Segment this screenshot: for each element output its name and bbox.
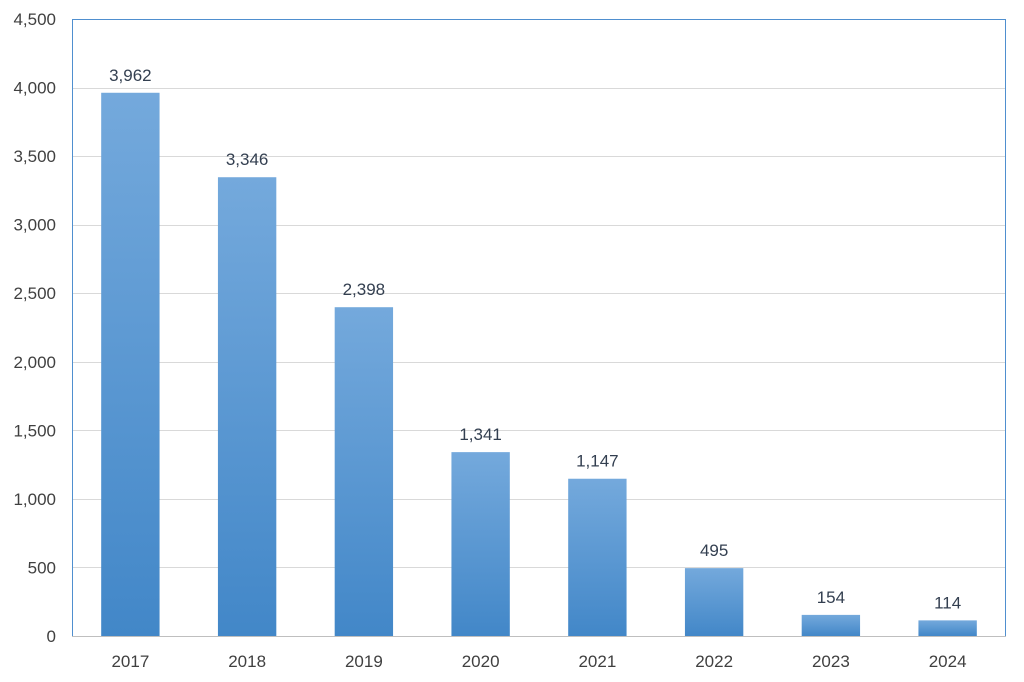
gridlines bbox=[72, 19, 1006, 568]
data-label-2019: 2,398 bbox=[343, 280, 386, 299]
x-tick-label-2018: 2018 bbox=[228, 652, 266, 671]
bar-2019 bbox=[334, 307, 394, 636]
y-tick-label: 2,000 bbox=[13, 353, 56, 372]
data-labels: 3,962 3,346 2,398 1,341 1,147 495 154 114 bbox=[109, 66, 961, 613]
bar-2018 bbox=[217, 177, 277, 636]
y-tick-label: 2,500 bbox=[13, 284, 56, 303]
y-tick-label: 1,000 bbox=[13, 490, 56, 509]
bar-2022 bbox=[684, 568, 744, 636]
bar-2024 bbox=[918, 620, 977, 636]
data-label-2024: 114 bbox=[934, 593, 961, 612]
x-axis-ticks: 2017 2018 2019 2020 2021 2022 2023 2024 bbox=[111, 652, 966, 671]
x-tick-label-2023: 2023 bbox=[812, 652, 850, 671]
plot-border bbox=[72, 19, 1006, 637]
x-tick-label-2020: 2020 bbox=[462, 652, 500, 671]
x-tick-label-2024: 2024 bbox=[929, 652, 967, 671]
data-label-2017: 3,962 bbox=[109, 66, 152, 85]
bar-2020 bbox=[451, 452, 510, 636]
data-label-2018: 3,346 bbox=[226, 150, 269, 169]
y-axis-ticks: 0 500 1,000 1,500 2,000 2,500 3,000 3,500 4,000 4… bbox=[13, 10, 56, 646]
x-tick-label-2019: 2019 bbox=[345, 652, 383, 671]
y-tick-label: 4,500 bbox=[13, 10, 56, 29]
bar-2017 bbox=[101, 92, 160, 637]
data-label-2021: 1,147 bbox=[576, 452, 619, 471]
data-label-2023: 154 bbox=[817, 588, 845, 607]
data-label-2022: 495 bbox=[700, 541, 728, 560]
x-tick-label-2017: 2017 bbox=[111, 652, 149, 671]
y-tick-label: 1,500 bbox=[13, 421, 56, 440]
bars bbox=[101, 92, 977, 637]
x-tick-label-2022: 2022 bbox=[695, 652, 733, 671]
x-tick-label-2021: 2021 bbox=[578, 652, 616, 671]
bar-2021 bbox=[568, 478, 627, 636]
y-tick-label: 500 bbox=[28, 558, 56, 577]
y-tick-label: 3,000 bbox=[13, 216, 56, 235]
plot-frame bbox=[72, 19, 1006, 637]
y-tick-label: 3,500 bbox=[13, 147, 56, 166]
bar-2023 bbox=[801, 614, 861, 636]
y-tick-label: 0 bbox=[47, 627, 56, 646]
data-label-2020: 1,341 bbox=[459, 425, 502, 444]
y-tick-label: 4,000 bbox=[13, 79, 56, 98]
